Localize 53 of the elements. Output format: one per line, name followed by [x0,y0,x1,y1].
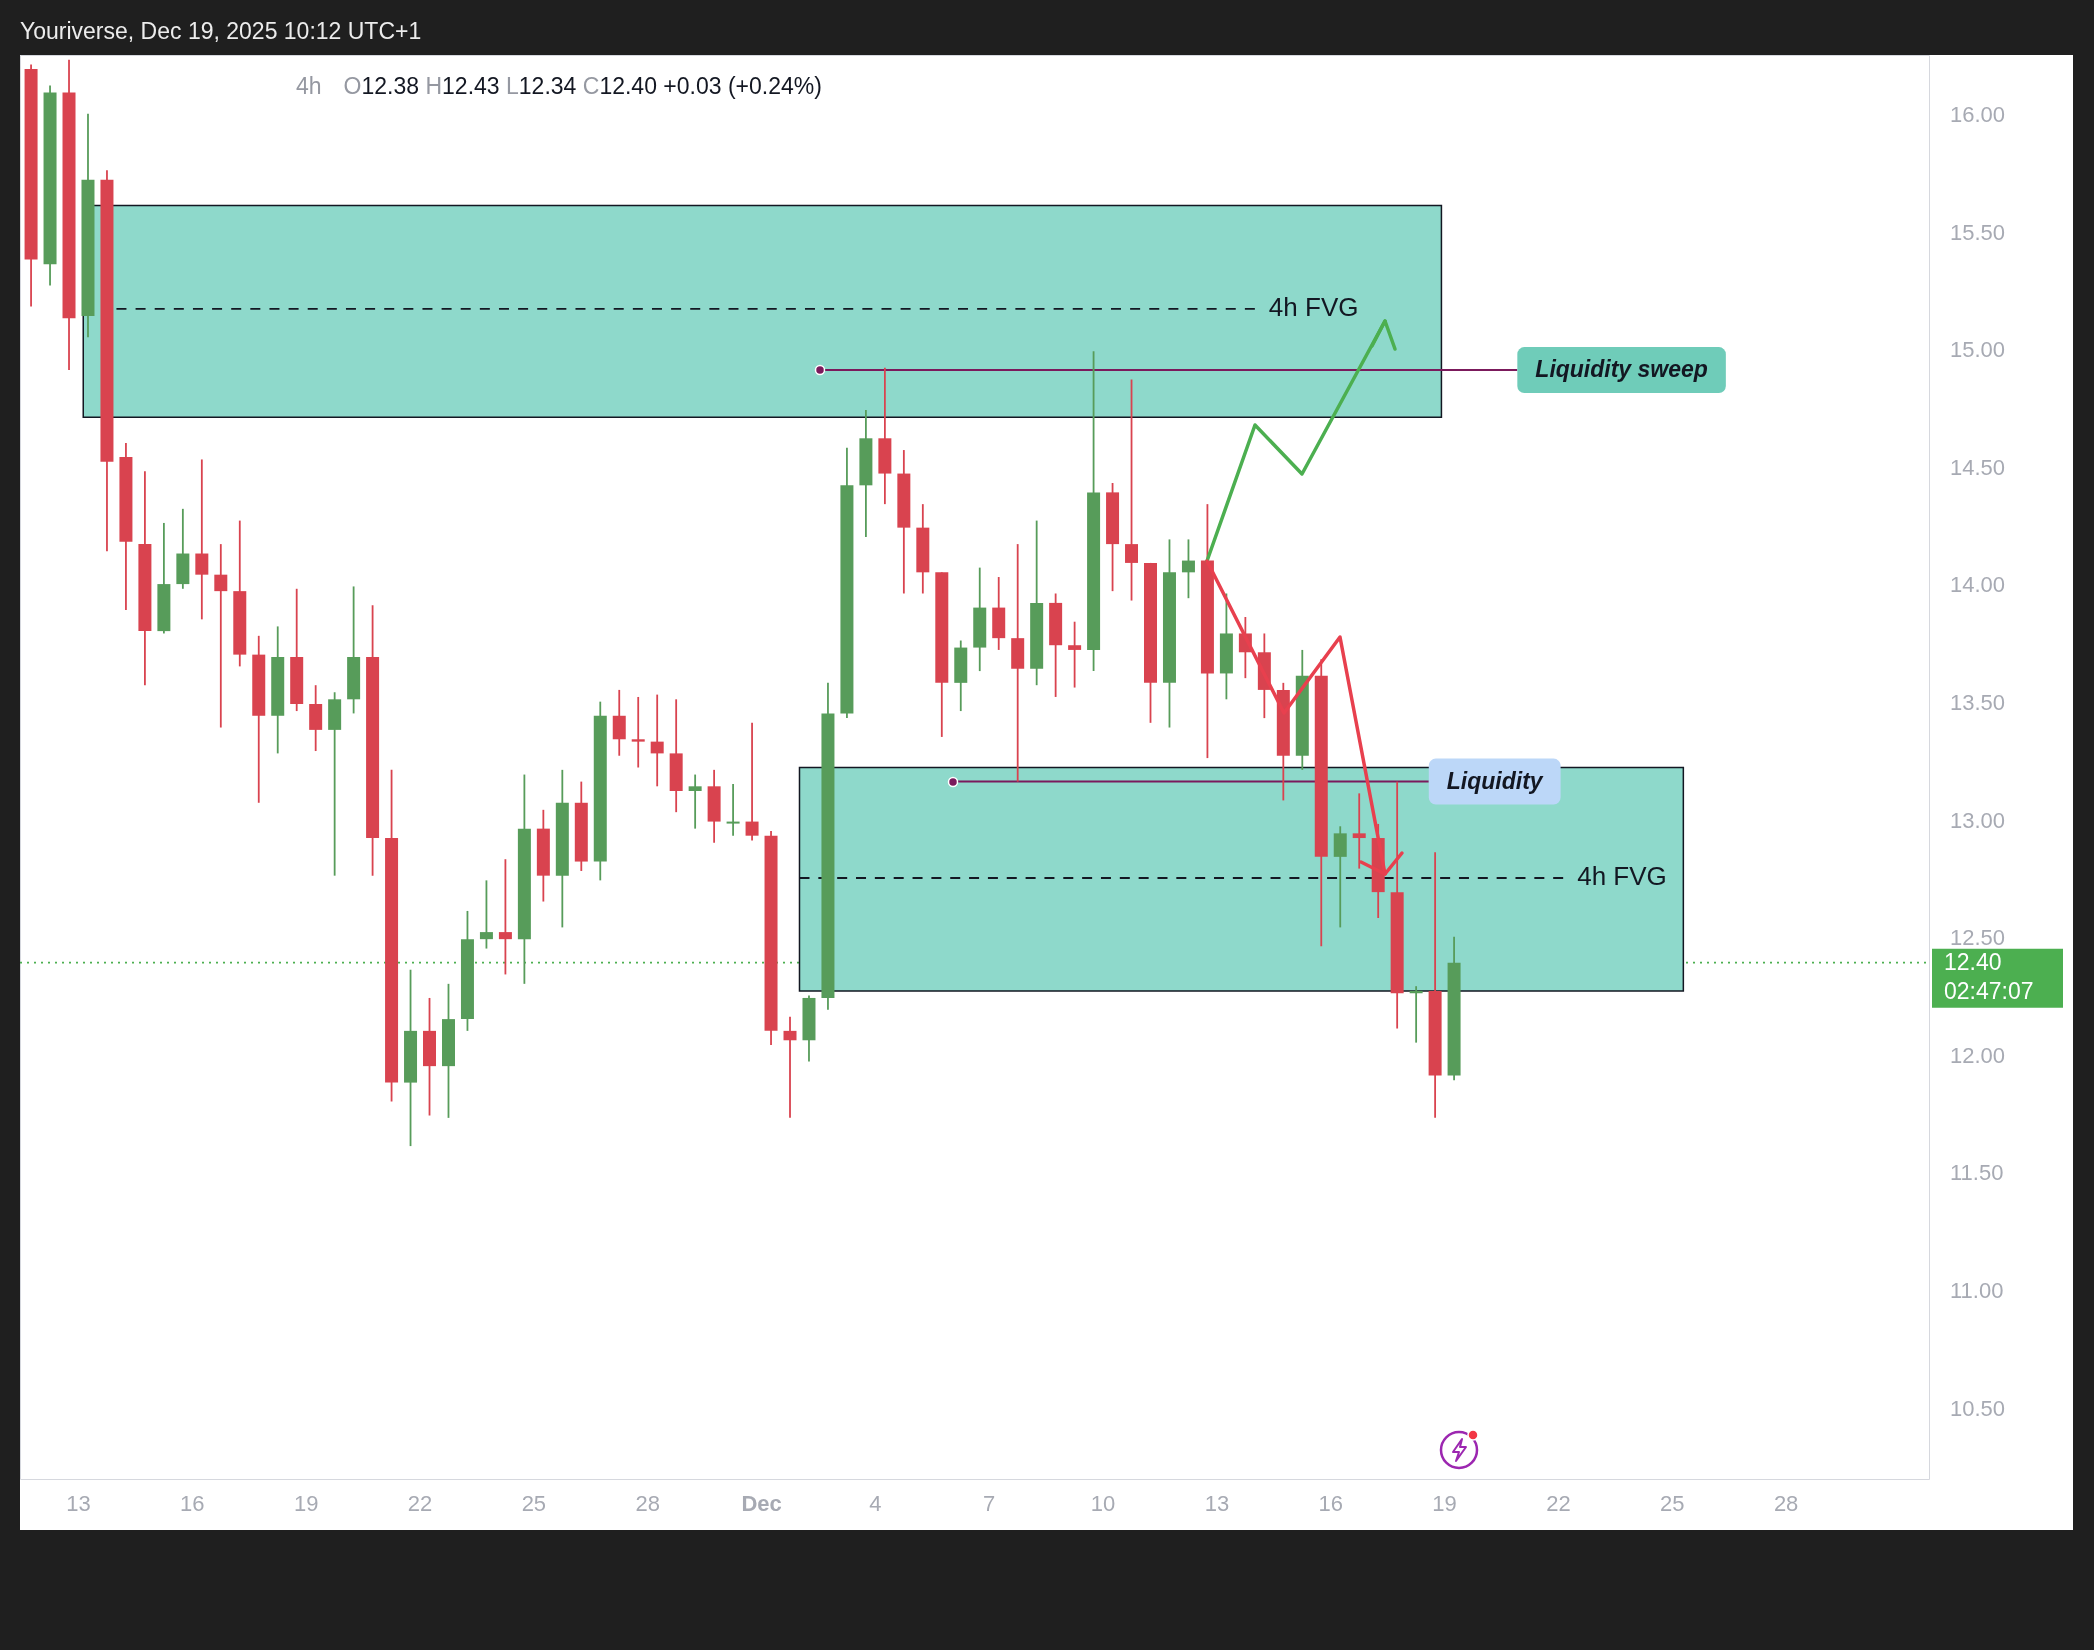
series-label: Liquidity [1446,767,1544,794]
x-tick-label: 13 [66,1491,91,1517]
series-label: 4h FVG [1577,861,1667,892]
y-tick-label: 16.00 [1950,102,2006,128]
y-tick-label: 12.50 [1950,925,2006,951]
x-tick-label: 25 [521,1491,547,1517]
candlestick [745,721,759,842]
candlestick [195,458,209,621]
candlestick [650,693,664,788]
series-label: 4h FVG [1268,292,1359,323]
x-tick-label: 28 [635,1491,660,1517]
candlestick [214,543,228,729]
x-tick-label: 7 [983,1491,996,1517]
y-tick-label: 14.00 [1950,572,2006,598]
x-tick-label: 19 [293,1491,319,1517]
y-tick-label: 11.00 [1950,1277,2004,1303]
y-tick-label: 15.00 [1950,337,2006,363]
series-label: Liquidity sweep [1535,356,1708,383]
candlestick [1181,538,1195,600]
candlestick [783,1015,797,1119]
text: 02:47:07 [1944,978,2034,1005]
text: O12.38 H12.43 L12.34 C12.40 +0.03 (+0.24%) [343,73,822,99]
candlestick [688,773,702,830]
x-tick-label: 28 [1773,1491,1799,1517]
candlestick [1125,378,1139,602]
y-tick-label: 13.00 [1950,807,2006,833]
candlestick [726,783,740,837]
candlestick [1352,792,1366,870]
x-tick-label: 4 [869,1491,882,1517]
text: Youriverse, Dec 19, 2025 10:12 UTC+1 [20,18,422,44]
y-tick-label: 11.50 [1950,1160,2004,1186]
y-tick-label: 14.50 [1950,454,2006,480]
y-tick-label: 10.50 [1950,1395,2006,1421]
y-tick-label: 13.50 [1950,690,2006,716]
y-tick-label: 15.50 [1950,219,2006,245]
x-tick-label: 16 [180,1491,205,1517]
candlestick [1333,825,1347,929]
candlestick [631,696,645,769]
x-tick-label: 25 [1660,1491,1685,1517]
x-tick-label: 22 [407,1491,433,1517]
x-tick-label: Dec [741,1491,782,1517]
x-tick-label: 10 [1090,1491,1116,1517]
text: 4h [296,73,322,99]
candlestick [612,689,626,757]
x-tick-label: 19 [1432,1491,1457,1517]
y-tick-label: 12.00 [1950,1042,2006,1068]
x-tick-label: 22 [1546,1491,1571,1517]
x-tick-label: 16 [1318,1491,1343,1517]
candlestick [1068,620,1082,689]
candlestick [498,858,512,976]
ref-line-label: 12.40 [1944,949,2002,976]
x-tick-label: 13 [1204,1491,1230,1517]
candlestick [479,879,493,950]
